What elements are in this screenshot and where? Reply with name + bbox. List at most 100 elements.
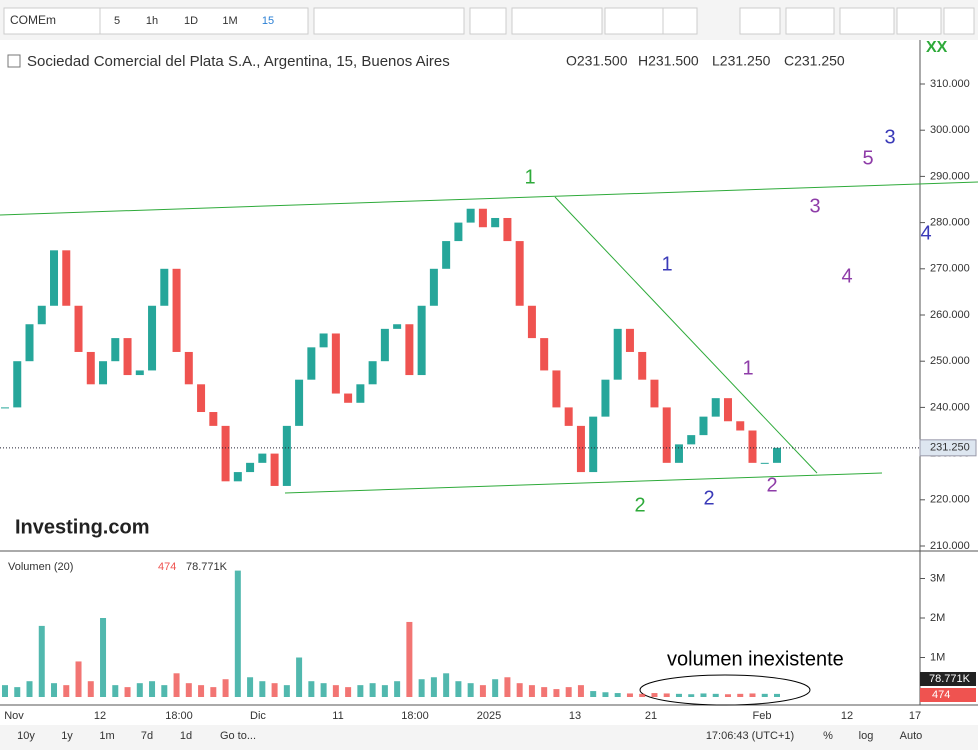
save-button[interactable] bbox=[896, 7, 942, 35]
range-button[interactable]: 7d bbox=[141, 730, 153, 742]
clock: 17:06:43 (UTC+1) bbox=[706, 730, 794, 742]
volume-bar bbox=[332, 685, 339, 697]
snapshot-button[interactable] bbox=[739, 7, 781, 35]
alert-button[interactable] bbox=[662, 7, 698, 35]
volume-bar bbox=[173, 673, 180, 697]
x-tick-label: 12 bbox=[94, 710, 106, 722]
range-button[interactable]: 1m bbox=[99, 730, 114, 742]
undo-redo[interactable] bbox=[604, 7, 664, 35]
volume-average: 78.771K bbox=[186, 561, 228, 573]
volume-bar bbox=[271, 683, 278, 697]
wave-label: 1 bbox=[742, 357, 753, 379]
candle bbox=[613, 328, 622, 380]
volume-last: 474 bbox=[158, 561, 176, 573]
auto-toggle[interactable]: Auto bbox=[900, 730, 923, 742]
y-tick-label: 240.000 bbox=[930, 401, 970, 413]
color-button[interactable] bbox=[785, 7, 835, 35]
volume-bar bbox=[345, 687, 352, 697]
interval-active[interactable]: 15 bbox=[262, 15, 274, 27]
y-tick-label: 210.000 bbox=[930, 540, 970, 552]
candle bbox=[515, 241, 524, 306]
volume-avg-box bbox=[920, 672, 976, 686]
volume-bar bbox=[198, 685, 205, 697]
volume-bar bbox=[479, 685, 486, 697]
candle bbox=[295, 379, 304, 426]
symbol-box[interactable] bbox=[3, 7, 101, 35]
percent-toggle[interactable]: % bbox=[823, 730, 833, 742]
interval[interactable]: 1D bbox=[184, 15, 198, 27]
candle bbox=[160, 268, 169, 306]
goto-button[interactable]: Go to... bbox=[220, 730, 256, 742]
volume-bar bbox=[639, 693, 646, 697]
volume-bar bbox=[455, 681, 462, 697]
volume-bar bbox=[210, 687, 217, 697]
volume-bar bbox=[406, 621, 413, 697]
candle bbox=[148, 305, 157, 371]
interval[interactable]: 1h bbox=[146, 15, 158, 27]
volume-bar bbox=[394, 681, 401, 697]
candle bbox=[356, 384, 365, 403]
bottom-bar bbox=[0, 725, 978, 750]
volume-last-box bbox=[920, 688, 976, 702]
trend-line-descending bbox=[554, 196, 818, 474]
volume-bar bbox=[283, 685, 290, 697]
volume-bar bbox=[749, 693, 756, 697]
candle bbox=[246, 462, 255, 473]
y-tick-label: 310.000 bbox=[930, 78, 970, 90]
volume-bar bbox=[516, 683, 523, 697]
volume-bar bbox=[259, 681, 266, 697]
volume-bar bbox=[418, 679, 425, 697]
x-tick-label: 13 bbox=[569, 710, 581, 722]
candle bbox=[135, 370, 144, 376]
candle bbox=[13, 361, 22, 408]
volume-bar bbox=[614, 693, 621, 697]
candle bbox=[625, 328, 634, 352]
candle bbox=[258, 453, 267, 463]
chart-style-group[interactable] bbox=[313, 7, 465, 35]
trend-line-lower bbox=[284, 472, 883, 494]
ohlc-open: O231.500 bbox=[566, 53, 628, 69]
candle bbox=[773, 447, 781, 463]
volume-bar bbox=[724, 694, 731, 697]
candle bbox=[711, 398, 720, 417]
candle bbox=[282, 425, 291, 486]
volume-bar bbox=[357, 685, 364, 697]
range-button[interactable]: 10y bbox=[17, 730, 35, 742]
volume-tick-label: 2M bbox=[930, 612, 945, 624]
corner-mark: XX bbox=[926, 39, 948, 56]
indicators-group[interactable] bbox=[511, 7, 603, 35]
settings-button[interactable] bbox=[469, 7, 507, 35]
volume-title: Volumen (20) bbox=[8, 561, 73, 573]
y-tick-label: 290.000 bbox=[930, 170, 970, 182]
volume-bar bbox=[528, 685, 535, 697]
fullscreen-button[interactable] bbox=[943, 7, 975, 35]
range-button[interactable]: 1y bbox=[61, 730, 73, 742]
volume-bar bbox=[51, 683, 58, 697]
wave-label: 2 bbox=[634, 494, 645, 516]
candle bbox=[650, 379, 659, 408]
interval[interactable]: 1M bbox=[222, 15, 237, 27]
volume-bar bbox=[565, 687, 572, 697]
load-button[interactable] bbox=[839, 7, 895, 35]
volume-bar bbox=[234, 570, 241, 697]
volume-bar bbox=[14, 687, 21, 697]
candle bbox=[736, 421, 745, 431]
interval[interactable]: 5 bbox=[114, 15, 120, 27]
annotation: volumen inexistente bbox=[667, 648, 844, 670]
range-button[interactable]: 1d bbox=[180, 730, 192, 742]
x-tick-label: Nov bbox=[4, 710, 24, 722]
candle bbox=[209, 412, 218, 426]
candle bbox=[270, 453, 279, 486]
log-toggle[interactable]: log bbox=[859, 730, 874, 742]
candle bbox=[184, 351, 193, 385]
x-tick-label: 17 bbox=[909, 710, 921, 722]
collapse-button[interactable] bbox=[7, 54, 21, 68]
candle bbox=[123, 338, 132, 376]
volume-bar bbox=[553, 689, 560, 697]
candle bbox=[111, 338, 120, 362]
wave-label: 4 bbox=[920, 222, 931, 244]
wave-label: 3 bbox=[884, 126, 895, 148]
volume-bar bbox=[161, 685, 168, 697]
volume-last-label: 474 bbox=[932, 689, 950, 701]
last-price-box bbox=[919, 439, 977, 457]
